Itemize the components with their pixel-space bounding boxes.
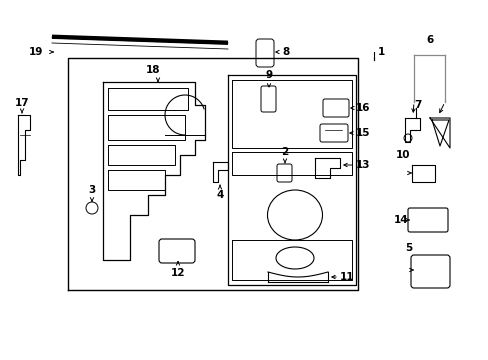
Text: 11: 11 <box>339 272 354 282</box>
Text: 4: 4 <box>216 190 223 200</box>
Circle shape <box>86 202 98 214</box>
Text: 14: 14 <box>392 215 407 225</box>
Text: 6: 6 <box>426 35 433 45</box>
FancyBboxPatch shape <box>410 255 449 288</box>
FancyBboxPatch shape <box>159 239 195 263</box>
Text: 9: 9 <box>265 70 272 80</box>
Text: 10: 10 <box>395 150 409 160</box>
Text: 12: 12 <box>170 268 185 278</box>
FancyBboxPatch shape <box>276 164 291 182</box>
Text: 19: 19 <box>29 47 43 57</box>
Text: 8: 8 <box>282 47 289 57</box>
FancyBboxPatch shape <box>323 99 348 117</box>
FancyBboxPatch shape <box>407 208 447 232</box>
Text: 13: 13 <box>355 160 370 170</box>
Text: 15: 15 <box>355 128 370 138</box>
Text: 18: 18 <box>145 65 160 75</box>
Text: 7: 7 <box>413 100 421 110</box>
Text: 1: 1 <box>377 47 385 57</box>
Text: 2: 2 <box>281 147 288 157</box>
FancyBboxPatch shape <box>261 86 275 112</box>
FancyBboxPatch shape <box>256 39 273 67</box>
Text: 17: 17 <box>15 98 29 108</box>
Text: 5: 5 <box>404 243 411 253</box>
FancyBboxPatch shape <box>319 124 347 142</box>
Text: 3: 3 <box>88 185 96 195</box>
Text: 16: 16 <box>355 103 370 113</box>
